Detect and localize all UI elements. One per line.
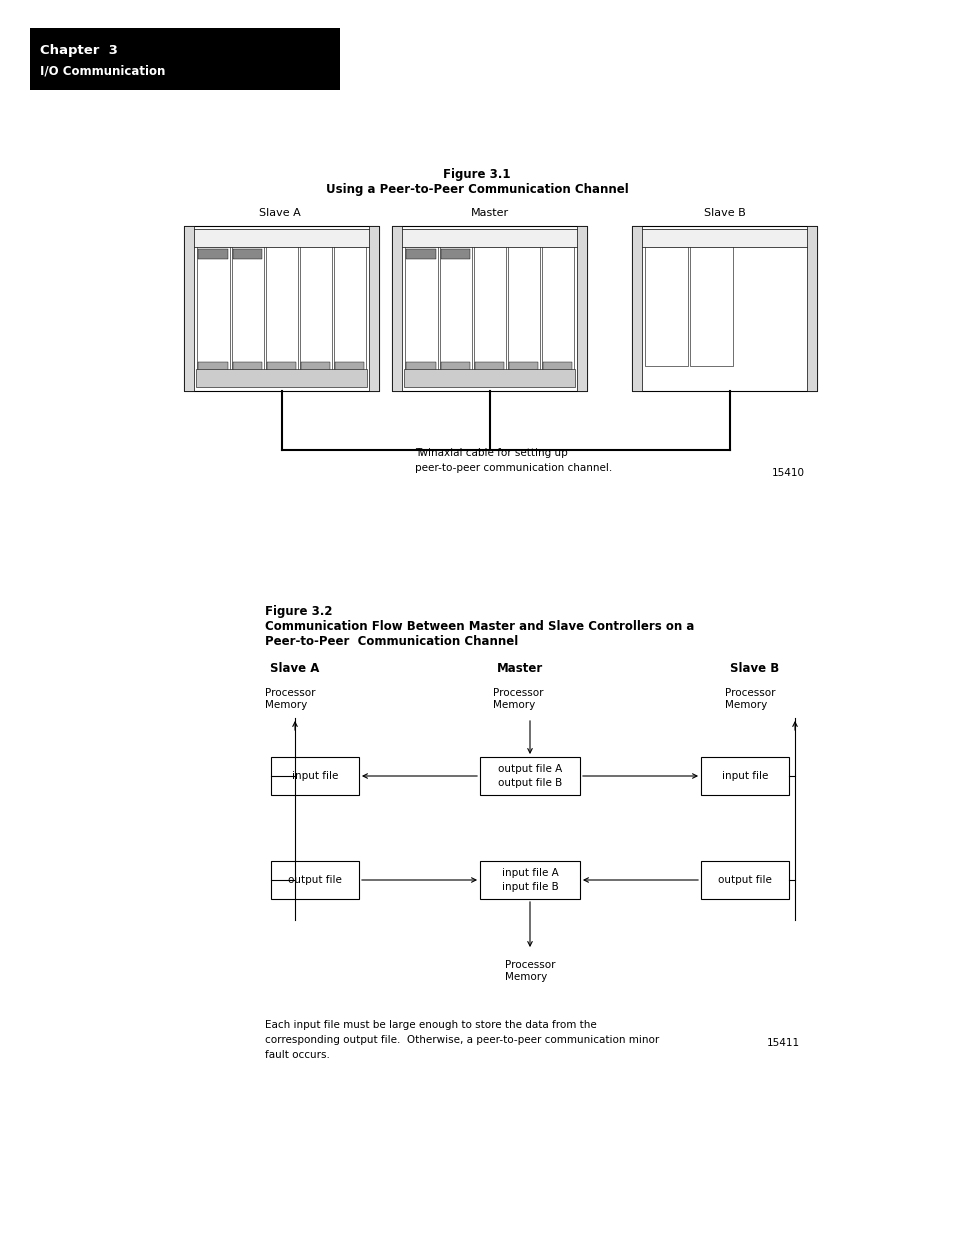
Text: fault occurs.: fault occurs. — [265, 1050, 330, 1060]
Bar — [335, 362, 364, 379]
Bar — [30, 28, 339, 90]
Text: Slave B: Slave B — [730, 662, 779, 676]
Bar — [301, 362, 330, 379]
Bar — [392, 226, 587, 390]
Bar — [405, 247, 437, 384]
Text: Peer-to-Peer  Communication Channel: Peer-to-Peer Communication Channel — [265, 635, 517, 648]
Bar — [474, 247, 506, 384]
Bar — [271, 757, 358, 795]
Bar — [196, 368, 367, 387]
Text: output file: output file — [718, 876, 771, 885]
Bar — [440, 248, 470, 258]
Text: Processor
Memory: Processor Memory — [265, 688, 315, 710]
Text: corresponding output file.  Otherwise, a peer-to-peer communication minor: corresponding output file. Otherwise, a … — [265, 1035, 659, 1045]
Bar — [233, 362, 262, 379]
Bar — [479, 757, 579, 795]
Bar — [508, 247, 539, 384]
Bar — [300, 247, 332, 384]
Bar — [632, 226, 817, 390]
Text: Slave B: Slave B — [703, 207, 745, 219]
Bar — [334, 247, 366, 384]
Bar — [395, 228, 584, 247]
Bar — [509, 362, 537, 379]
Bar — [806, 226, 817, 390]
Text: Master: Master — [471, 207, 509, 219]
Text: Processor
Memory: Processor Memory — [493, 688, 543, 710]
Text: I/O Communication: I/O Communication — [40, 64, 165, 77]
Bar — [198, 248, 228, 258]
Text: Twinaxial cable for setting up: Twinaxial cable for setting up — [415, 448, 567, 458]
Bar — [232, 247, 264, 384]
Bar — [635, 228, 814, 247]
Text: 15411: 15411 — [766, 1037, 800, 1049]
Text: Each input file must be large enough to store the data from the: Each input file must be large enough to … — [265, 1020, 597, 1030]
Bar — [266, 247, 297, 384]
Bar — [700, 861, 788, 899]
Text: Figure 3.2: Figure 3.2 — [265, 605, 333, 618]
Bar — [404, 368, 575, 387]
Text: 15410: 15410 — [771, 468, 804, 478]
Bar — [406, 248, 436, 258]
Text: Slave A: Slave A — [259, 207, 300, 219]
Text: Processor
Memory: Processor Memory — [504, 960, 555, 982]
Text: Figure 3.1: Figure 3.1 — [443, 168, 510, 182]
Text: output file A: output file A — [497, 764, 561, 774]
Text: input file B: input file B — [501, 882, 558, 892]
Bar — [392, 226, 402, 390]
Bar — [475, 362, 503, 379]
Bar — [184, 226, 379, 390]
Text: Slave A: Slave A — [270, 662, 319, 676]
Bar — [700, 757, 788, 795]
Bar — [541, 247, 574, 384]
Bar — [440, 362, 470, 379]
Text: Master: Master — [497, 662, 542, 676]
Text: output file: output file — [288, 876, 341, 885]
Bar — [369, 226, 379, 390]
Text: output file B: output file B — [497, 778, 561, 788]
Text: Communication Flow Between Master and Slave Controllers on a: Communication Flow Between Master and Sl… — [265, 620, 694, 634]
Bar — [233, 248, 262, 258]
Bar — [406, 362, 436, 379]
Bar — [577, 226, 587, 390]
Text: Chapter  3: Chapter 3 — [40, 44, 118, 57]
Bar — [198, 362, 228, 379]
Bar — [439, 247, 472, 384]
Text: input file: input file — [292, 771, 337, 781]
Bar — [632, 226, 641, 390]
Bar — [267, 362, 295, 379]
Text: peer-to-peer communication channel.: peer-to-peer communication channel. — [415, 463, 612, 473]
Text: input file A: input file A — [501, 868, 558, 878]
Bar — [690, 247, 733, 366]
Bar — [197, 247, 230, 384]
Bar — [271, 861, 358, 899]
Text: Processor
Memory: Processor Memory — [724, 688, 775, 710]
Bar — [188, 228, 376, 247]
Bar — [479, 861, 579, 899]
Bar — [645, 247, 688, 366]
Text: input file: input file — [721, 771, 767, 781]
Text: Using a Peer-to-Peer Communication Channel: Using a Peer-to-Peer Communication Chann… — [325, 183, 628, 196]
Bar — [184, 226, 194, 390]
Bar — [542, 362, 572, 379]
